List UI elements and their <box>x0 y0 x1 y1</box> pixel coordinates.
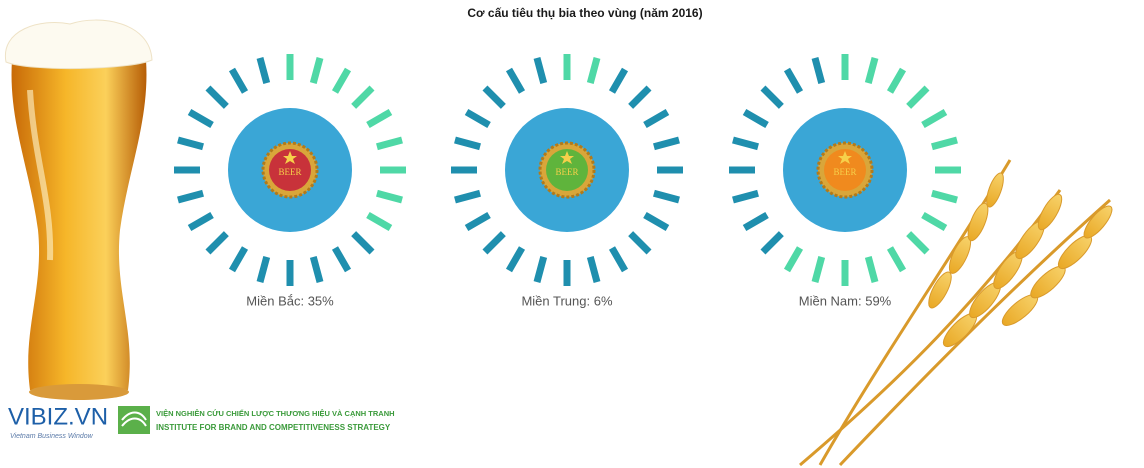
brand: VIBIZ.VN <box>8 403 108 430</box>
institute-en: INSTITUTE FOR BRAND AND COMPETITIVENESS … <box>156 423 391 432</box>
value-label: Miền Bắc: 35% <box>246 293 334 308</box>
infographic: Cơ cấu tiêu thụ bia theo vùng (năm 2016)… <box>0 0 1144 468</box>
value-label: Miền Trung: 6% <box>521 293 612 308</box>
footer: VIBIZ.VN Vietnam Business Window VIỆN NG… <box>8 403 395 440</box>
institute-vi: VIỆN NGHIÊN CỨU CHIẾN LƯỢC THƯƠNG HIỆU V… <box>156 408 395 418</box>
value-label: Miền Nam: 59% <box>799 293 892 308</box>
badge-label: BEER <box>278 167 301 177</box>
tagline: Vietnam Business Window <box>10 433 94 440</box>
badge-label: BEER <box>833 167 856 177</box>
badge-label: BEER <box>555 167 578 177</box>
beer-glass <box>5 20 152 400</box>
gauge-value <box>567 54 597 83</box>
chart-title: Cơ cấu tiêu thụ bia theo vùng (năm 2016) <box>467 6 702 20</box>
